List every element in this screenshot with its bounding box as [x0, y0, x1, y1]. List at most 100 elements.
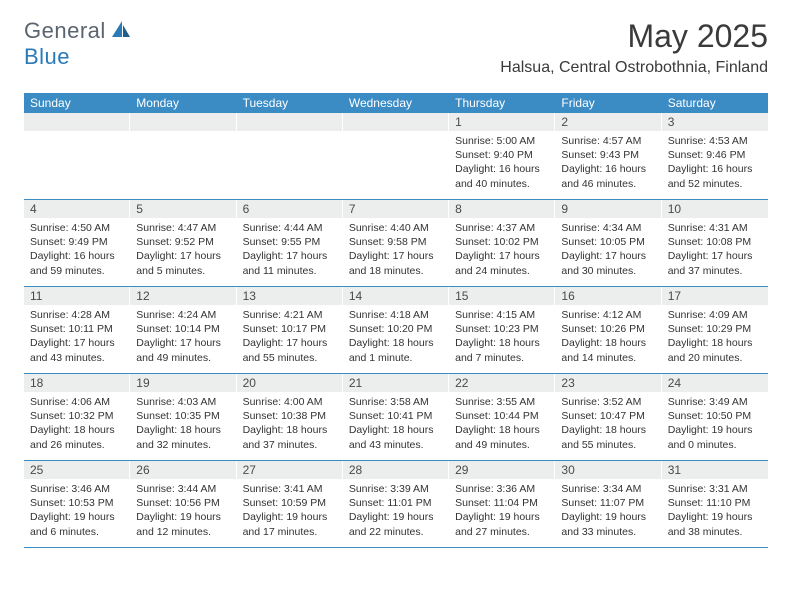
daylight-line: Daylight: 18 hours and 26 minutes. [30, 423, 124, 451]
day-content: Sunrise: 4:15 AMSunset: 10:23 PMDaylight… [449, 305, 555, 369]
daylight-line: Daylight: 19 hours and 0 minutes. [668, 423, 762, 451]
location-text: Halsua, Central Ostrobothnia, Finland [500, 59, 768, 77]
daycontent-cell: Sunrise: 3:39 AMSunset: 11:01 PMDaylight… [343, 479, 449, 547]
daycontent-cell: Sunrise: 3:58 AMSunset: 10:41 PMDaylight… [343, 392, 449, 460]
daycontent-row: Sunrise: 4:28 AMSunset: 10:11 PMDaylight… [24, 305, 768, 373]
sunrise-line: Sunrise: 3:31 AM [668, 482, 762, 496]
day-header-row: Sunday Monday Tuesday Wednesday Thursday… [24, 93, 768, 113]
daynum-cell: 14 [343, 287, 449, 306]
daycontent-cell: Sunrise: 3:34 AMSunset: 11:07 PMDaylight… [555, 479, 661, 547]
logo-text-blue: Blue [24, 44, 70, 69]
page-header: General May 2025 Halsua, Central Ostrobo… [0, 0, 792, 85]
sunset-line: Sunset: 11:04 PM [455, 496, 549, 510]
daylight-line: Daylight: 19 hours and 38 minutes. [668, 510, 762, 538]
day-content: Sunrise: 3:46 AMSunset: 10:53 PMDaylight… [24, 479, 130, 543]
sunset-line: Sunset: 10:11 PM [30, 322, 124, 336]
daylight-line: Daylight: 19 hours and 12 minutes. [136, 510, 230, 538]
daylight-line: Daylight: 17 hours and 24 minutes. [455, 249, 549, 277]
sunset-line: Sunset: 9:43 PM [561, 148, 655, 162]
sunset-line: Sunset: 10:29 PM [668, 322, 762, 336]
daynum-cell: 8 [449, 200, 555, 219]
daylight-line: Daylight: 18 hours and 43 minutes. [349, 423, 443, 451]
sunrise-line: Sunrise: 4:12 AM [561, 308, 655, 322]
daynum-cell [343, 113, 449, 131]
day-number: 22 [449, 374, 555, 392]
sunset-line: Sunset: 9:55 PM [243, 235, 337, 249]
day-header: Sunday [24, 93, 130, 113]
daylight-line: Daylight: 17 hours and 5 minutes. [136, 249, 230, 277]
sunset-line: Sunset: 10:41 PM [349, 409, 443, 423]
daycontent-cell: Sunrise: 4:44 AMSunset: 9:55 PMDaylight:… [237, 218, 343, 286]
sunset-line: Sunset: 10:35 PM [136, 409, 230, 423]
sunrise-line: Sunrise: 4:34 AM [561, 221, 655, 235]
daycontent-row: Sunrise: 3:46 AMSunset: 10:53 PMDaylight… [24, 479, 768, 547]
daylight-line: Daylight: 17 hours and 18 minutes. [349, 249, 443, 277]
daycontent-cell: Sunrise: 3:55 AMSunset: 10:44 PMDaylight… [449, 392, 555, 460]
day-content: Sunrise: 3:41 AMSunset: 10:59 PMDaylight… [237, 479, 343, 543]
day-number: 4 [24, 200, 130, 218]
daycontent-cell: Sunrise: 3:49 AMSunset: 10:50 PMDaylight… [662, 392, 768, 460]
daynum-cell: 2 [555, 113, 661, 131]
day-content: Sunrise: 3:52 AMSunset: 10:47 PMDaylight… [555, 392, 661, 456]
sunrise-line: Sunrise: 4:53 AM [668, 134, 762, 148]
day-number: 5 [130, 200, 236, 218]
sunset-line: Sunset: 10:17 PM [243, 322, 337, 336]
daynum-cell: 19 [130, 374, 236, 393]
day-number: 6 [237, 200, 343, 218]
daynum-cell: 20 [237, 374, 343, 393]
day-number: 20 [237, 374, 343, 392]
day-number [24, 113, 130, 131]
sunrise-line: Sunrise: 5:00 AM [455, 134, 549, 148]
sunset-line: Sunset: 10:14 PM [136, 322, 230, 336]
sunset-line: Sunset: 10:53 PM [30, 496, 124, 510]
sunset-line: Sunset: 10:23 PM [455, 322, 549, 336]
daycontent-cell: Sunrise: 4:34 AMSunset: 10:05 PMDaylight… [555, 218, 661, 286]
sunset-line: Sunset: 9:46 PM [668, 148, 762, 162]
daycontent-cell [130, 131, 236, 199]
daycontent-cell: Sunrise: 4:15 AMSunset: 10:23 PMDaylight… [449, 305, 555, 373]
sunrise-line: Sunrise: 4:21 AM [243, 308, 337, 322]
daylight-line: Daylight: 17 hours and 43 minutes. [30, 336, 124, 364]
daycontent-cell [343, 131, 449, 199]
daynum-cell: 31 [662, 461, 768, 480]
daylight-line: Daylight: 19 hours and 22 minutes. [349, 510, 443, 538]
sunset-line: Sunset: 10:56 PM [136, 496, 230, 510]
daycontent-cell: Sunrise: 4:47 AMSunset: 9:52 PMDaylight:… [130, 218, 236, 286]
daynum-cell: 30 [555, 461, 661, 480]
sunrise-line: Sunrise: 3:39 AM [349, 482, 443, 496]
daylight-line: Daylight: 16 hours and 40 minutes. [455, 162, 549, 190]
day-content: Sunrise: 5:00 AMSunset: 9:40 PMDaylight:… [449, 131, 555, 195]
day-content: Sunrise: 4:50 AMSunset: 9:49 PMDaylight:… [24, 218, 130, 282]
daynum-cell: 10 [662, 200, 768, 219]
day-content: Sunrise: 4:24 AMSunset: 10:14 PMDaylight… [130, 305, 236, 369]
daycontent-cell: Sunrise: 4:12 AMSunset: 10:26 PMDaylight… [555, 305, 661, 373]
day-number: 18 [24, 374, 130, 392]
sunset-line: Sunset: 10:59 PM [243, 496, 337, 510]
daynum-row: 11121314151617 [24, 287, 768, 306]
daynum-cell: 7 [343, 200, 449, 219]
day-number: 2 [555, 113, 661, 131]
day-number: 25 [24, 461, 130, 479]
daycontent-cell: Sunrise: 4:24 AMSunset: 10:14 PMDaylight… [130, 305, 236, 373]
day-content: Sunrise: 3:31 AMSunset: 11:10 PMDaylight… [662, 479, 768, 543]
sunrise-line: Sunrise: 4:40 AM [349, 221, 443, 235]
day-content: Sunrise: 3:49 AMSunset: 10:50 PMDaylight… [662, 392, 768, 456]
sunset-line: Sunset: 9:40 PM [455, 148, 549, 162]
day-content: Sunrise: 4:40 AMSunset: 9:58 PMDaylight:… [343, 218, 449, 282]
daycontent-cell: Sunrise: 4:28 AMSunset: 10:11 PMDaylight… [24, 305, 130, 373]
daynum-row: 45678910 [24, 200, 768, 219]
sunset-line: Sunset: 10:05 PM [561, 235, 655, 249]
day-content: Sunrise: 4:18 AMSunset: 10:20 PMDaylight… [343, 305, 449, 369]
daynum-cell: 23 [555, 374, 661, 393]
calendar-body: 123Sunrise: 5:00 AMSunset: 9:40 PMDaylig… [24, 113, 768, 548]
calendar-table: Sunday Monday Tuesday Wednesday Thursday… [24, 93, 768, 548]
title-block: May 2025 Halsua, Central Ostrobothnia, F… [500, 18, 768, 77]
daynum-cell: 3 [662, 113, 768, 131]
day-content: Sunrise: 4:00 AMSunset: 10:38 PMDaylight… [237, 392, 343, 456]
day-number: 17 [662, 287, 768, 305]
sunset-line: Sunset: 10:47 PM [561, 409, 655, 423]
day-number: 31 [662, 461, 768, 479]
daycontent-cell: Sunrise: 3:31 AMSunset: 11:10 PMDaylight… [662, 479, 768, 547]
day-content: Sunrise: 3:34 AMSunset: 11:07 PMDaylight… [555, 479, 661, 543]
day-number: 10 [662, 200, 768, 218]
